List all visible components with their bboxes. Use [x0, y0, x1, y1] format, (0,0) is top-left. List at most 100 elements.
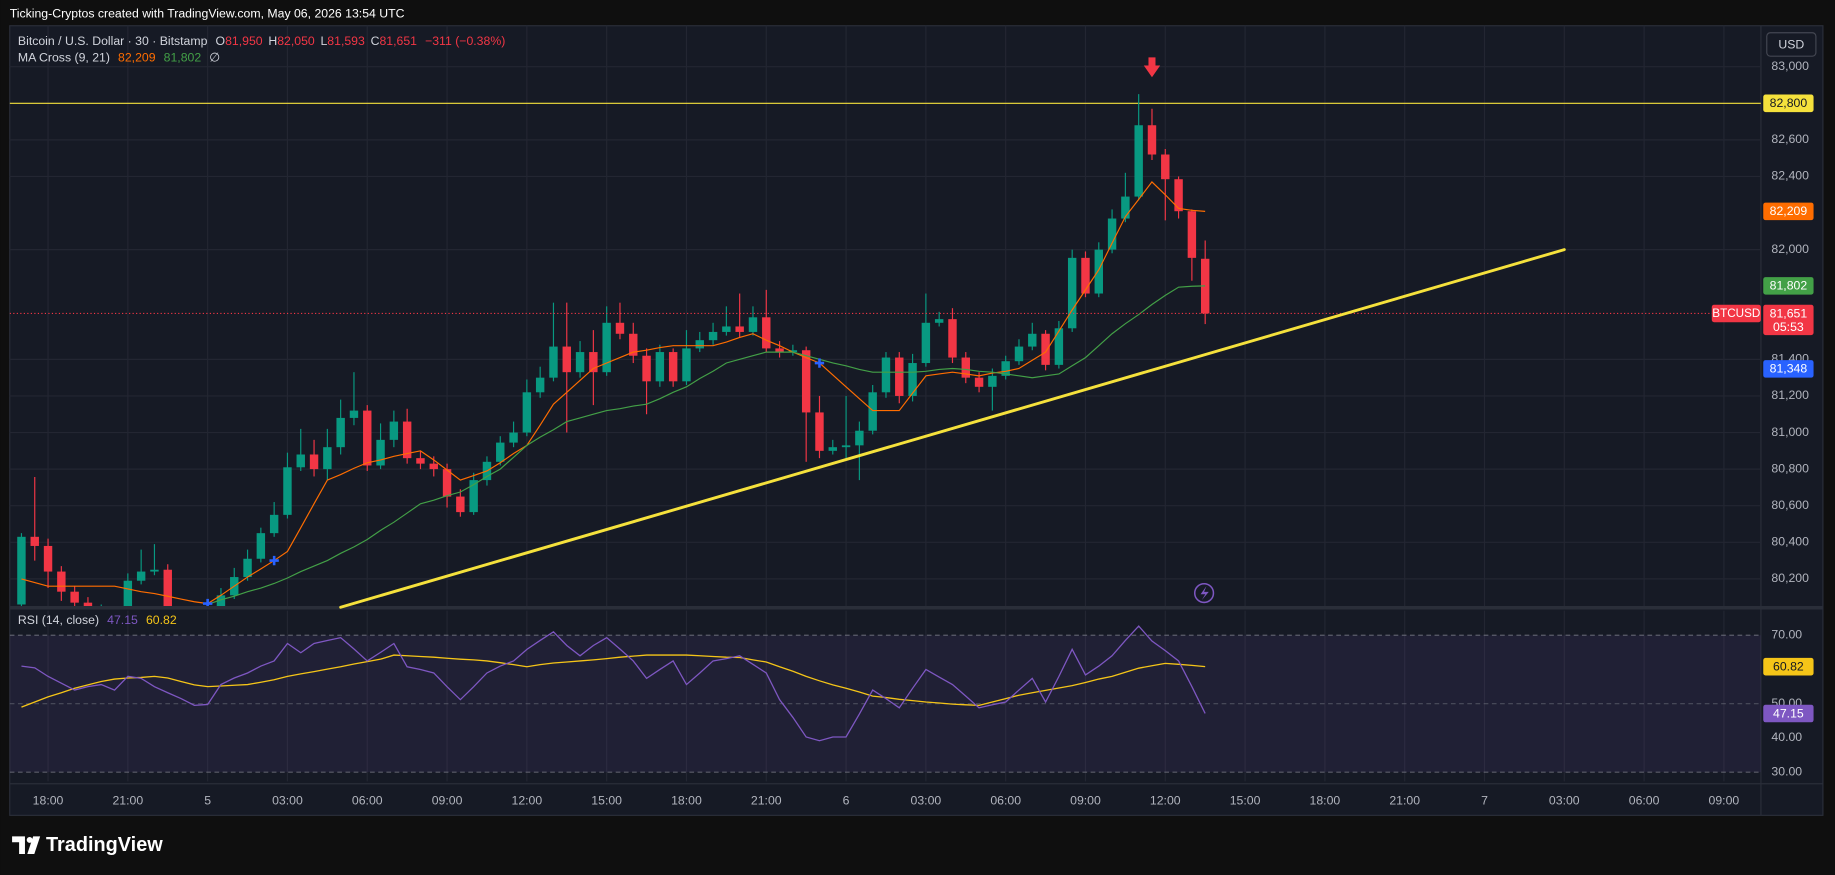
candle-body	[1094, 249, 1103, 294]
candle-body	[522, 392, 532, 433]
rsi-tick-label: 30.00	[1771, 764, 1802, 778]
candle-body	[389, 421, 399, 440]
ma-badge-bg	[1763, 277, 1814, 295]
x-tick-label: 21:00	[1389, 794, 1420, 808]
candle-body	[881, 357, 891, 393]
candle-body	[948, 319, 957, 358]
legend-value: 81,950	[225, 34, 263, 48]
candle-body	[562, 346, 571, 373]
ma-empty: ∅	[209, 51, 220, 65]
logo-text: TradingView	[46, 834, 163, 856]
x-tick-label: 15:00	[1230, 794, 1261, 808]
candle-body	[1161, 154, 1170, 180]
legend-change: −311 (−0.38%)	[425, 34, 505, 48]
ma-title: MA Cross (9, 21)	[18, 51, 110, 65]
candle-body	[655, 352, 665, 382]
x-tick-label: 21:00	[112, 794, 143, 808]
x-tick-label: 7	[1481, 794, 1488, 808]
candle-body	[828, 447, 837, 451]
rsi-badge-bg	[1763, 704, 1814, 723]
candle-body	[442, 469, 452, 497]
ma-badge: 81,802	[1770, 279, 1808, 293]
candle-body	[934, 319, 944, 323]
x-tick-label: 12:00	[1150, 794, 1181, 808]
candle-body	[1001, 361, 1010, 376]
candle-body	[695, 340, 704, 349]
rsi-value: 47.15	[107, 613, 138, 627]
candle-body	[336, 417, 345, 448]
candle-body	[549, 346, 558, 378]
candle-body	[416, 458, 425, 464]
candle-body	[349, 410, 359, 418]
x-tick-label: 03:00	[272, 794, 303, 808]
sell-arrow	[1143, 57, 1161, 78]
alert-badge-bg	[1763, 360, 1814, 378]
ma-badge-bg	[1763, 202, 1814, 221]
symbol-badge-bg	[1711, 304, 1761, 323]
candle-body	[1174, 179, 1183, 212]
ma-legend: MA Cross (9, 21) 82,209 81,802 ∅	[18, 51, 220, 65]
rsi-badge: 47.15	[1773, 706, 1804, 720]
ma-line	[207, 285, 1206, 605]
candle-body	[575, 352, 585, 373]
candle-body	[469, 480, 478, 513]
icon-circle[interactable]	[1193, 582, 1215, 604]
candle-body	[762, 317, 771, 349]
x-tick-label: 09:00	[1070, 794, 1101, 808]
rsi-ma-badge-bg	[1763, 657, 1814, 676]
candle-body	[961, 357, 970, 378]
legend-value: 81,651	[379, 34, 417, 48]
legend-key: C	[371, 34, 380, 48]
rsi-ma-line	[21, 654, 1206, 708]
candle-body	[30, 536, 39, 546]
candle-body	[602, 322, 611, 373]
ma-line	[21, 181, 1206, 605]
overlay: 83,00082,60082,40082,00081,40081,20081,0…	[33, 57, 1814, 808]
replay-icon[interactable]	[1193, 582, 1215, 604]
candle-body	[376, 439, 385, 466]
candle-body	[895, 357, 904, 396]
price-badge-bg	[1763, 304, 1814, 336]
candle-body	[283, 467, 292, 515]
y-tick-label: 81,200	[1771, 388, 1809, 402]
candle-body	[815, 412, 824, 451]
candle-body	[163, 569, 172, 606]
candle-body	[722, 326, 731, 332]
candle-body	[775, 348, 784, 353]
candle-body	[70, 591, 79, 603]
rsi-pane	[9, 625, 1761, 773]
y-tick-label: 82,400	[1771, 169, 1809, 183]
y-tick-label: 82,600	[1771, 132, 1809, 146]
rsi-ma-badge: 60.82	[1773, 660, 1804, 674]
candle-body	[256, 533, 266, 559]
x-tick-label: 21:00	[751, 794, 782, 808]
icon-bolt[interactable]	[1200, 586, 1209, 601]
candle-body	[855, 430, 864, 446]
candle-body	[535, 377, 545, 393]
legend-key: L	[320, 34, 327, 48]
candle-body	[1041, 333, 1050, 365]
candle-body	[456, 496, 465, 513]
candle-body	[296, 454, 305, 468]
x-tick-label: 6	[843, 794, 850, 808]
currency[interactable]: USD	[1778, 37, 1804, 51]
price-legend: Bitcoin / U.S. Dollar · 30 · Bitstamp O8…	[18, 34, 505, 48]
x-tick-label: 03:00	[1549, 794, 1580, 808]
price-badge: 81,651	[1770, 306, 1808, 320]
candle-body	[57, 571, 66, 592]
candle-body	[1121, 196, 1130, 219]
candle-body	[735, 326, 744, 332]
candle-body	[682, 348, 691, 382]
logo: TradingView	[12, 834, 163, 856]
x-tick-label: 06:00	[990, 794, 1021, 808]
x-tick-label: 5	[204, 794, 211, 808]
currency-box[interactable]	[1766, 32, 1817, 57]
y-tick-label: 83,000	[1771, 59, 1809, 73]
candle-body	[642, 355, 651, 382]
candle-body	[1067, 257, 1077, 329]
candle-body	[496, 442, 505, 462]
cross-marker	[202, 598, 213, 606]
candle-body	[43, 545, 53, 572]
candle-body	[123, 580, 133, 606]
